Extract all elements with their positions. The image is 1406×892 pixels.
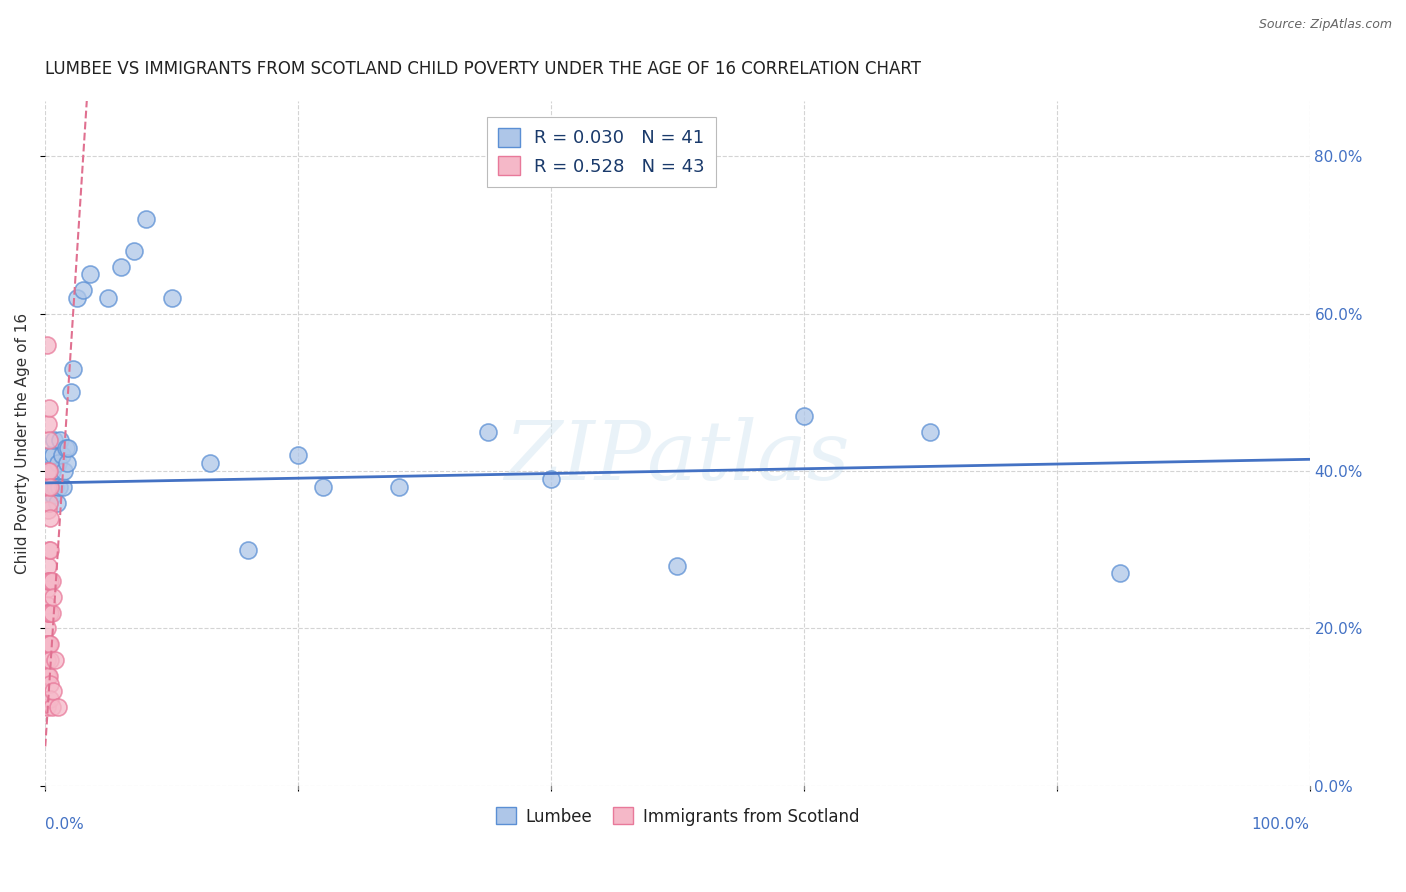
Point — [37, 480, 59, 494]
Point — [39, 676, 62, 690]
Point — [41, 606, 63, 620]
Point — [38, 433, 60, 447]
Point — [38, 464, 60, 478]
Point — [37, 637, 59, 651]
Point — [42, 488, 65, 502]
Point — [72, 283, 94, 297]
Point — [66, 291, 89, 305]
Legend: Lumbee, Immigrants from Scotland: Lumbee, Immigrants from Scotland — [489, 801, 866, 832]
Point — [44, 480, 66, 494]
Point — [38, 495, 60, 509]
Point — [110, 260, 132, 274]
Point — [44, 653, 66, 667]
Point — [135, 212, 157, 227]
Text: Source: ZipAtlas.com: Source: ZipAtlas.com — [1258, 18, 1392, 31]
Point — [51, 449, 73, 463]
Point — [59, 385, 82, 400]
Point — [46, 700, 69, 714]
Text: LUMBEE VS IMMIGRANTS FROM SCOTLAND CHILD POVERTY UNDER THE AGE OF 16 CORRELATION: LUMBEE VS IMMIGRANTS FROM SCOTLAND CHILD… — [45, 60, 921, 78]
Point — [477, 425, 499, 439]
Point — [39, 480, 62, 494]
Point — [39, 449, 62, 463]
Point — [41, 700, 63, 714]
Y-axis label: Child Poverty Under the Age of 16: Child Poverty Under the Age of 16 — [15, 313, 30, 574]
Point — [38, 401, 60, 416]
Point — [39, 574, 62, 589]
Point — [53, 464, 76, 478]
Point — [312, 480, 335, 494]
Point — [37, 503, 59, 517]
Point — [39, 480, 62, 494]
Point — [236, 542, 259, 557]
Point — [666, 558, 689, 573]
Point — [37, 606, 59, 620]
Point — [38, 606, 60, 620]
Point — [38, 668, 60, 682]
Point — [35, 622, 58, 636]
Point — [793, 409, 815, 423]
Point — [79, 268, 101, 282]
Point — [39, 606, 62, 620]
Point — [39, 511, 62, 525]
Point — [1109, 566, 1132, 581]
Point — [56, 441, 79, 455]
Point — [35, 338, 58, 352]
Point — [38, 637, 60, 651]
Point — [38, 464, 60, 478]
Point — [37, 480, 59, 494]
Point — [287, 449, 309, 463]
Point — [160, 291, 183, 305]
Point — [46, 456, 69, 470]
Point — [52, 480, 75, 494]
Point — [38, 574, 60, 589]
Point — [42, 590, 65, 604]
Text: 0.0%: 0.0% — [45, 816, 84, 831]
Text: 100.0%: 100.0% — [1251, 816, 1309, 831]
Text: ZIPatlas: ZIPatlas — [505, 417, 851, 497]
Point — [39, 542, 62, 557]
Point — [122, 244, 145, 258]
Point — [198, 456, 221, 470]
Point — [37, 464, 59, 478]
Point — [38, 542, 60, 557]
Point — [35, 668, 58, 682]
Point — [42, 449, 65, 463]
Point — [35, 653, 58, 667]
Point — [49, 433, 72, 447]
Point — [35, 582, 58, 596]
Point — [39, 692, 62, 706]
Point — [37, 558, 59, 573]
Point — [540, 472, 562, 486]
Point — [48, 480, 70, 494]
Point — [97, 291, 120, 305]
Point — [45, 495, 67, 509]
Point — [42, 684, 65, 698]
Point — [38, 495, 60, 509]
Point — [35, 637, 58, 651]
Point — [55, 441, 77, 455]
Point — [41, 464, 63, 478]
Point — [62, 362, 84, 376]
Point — [35, 598, 58, 612]
Point — [35, 700, 58, 714]
Point — [41, 574, 63, 589]
Point — [35, 606, 58, 620]
Point — [37, 417, 59, 431]
Point — [55, 456, 77, 470]
Point — [920, 425, 942, 439]
Point — [37, 574, 59, 589]
Point — [37, 668, 59, 682]
Point — [42, 433, 65, 447]
Point — [388, 480, 411, 494]
Point — [39, 637, 62, 651]
Point — [39, 653, 62, 667]
